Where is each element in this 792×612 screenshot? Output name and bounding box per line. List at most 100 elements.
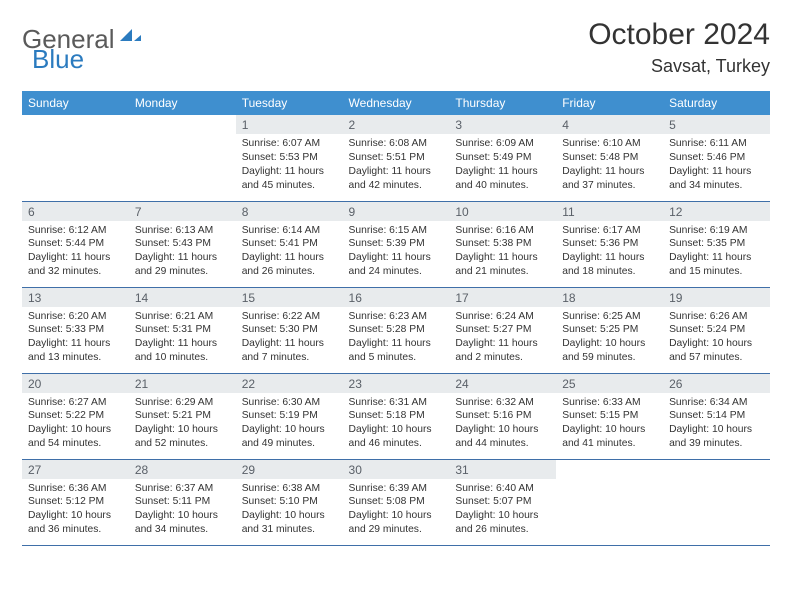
day-number: 25 bbox=[556, 374, 663, 393]
day-number: 30 bbox=[343, 460, 450, 479]
day-body: Sunrise: 6:07 AMSunset: 5:53 PMDaylight:… bbox=[236, 134, 343, 196]
logo-sail-icon bbox=[117, 26, 143, 53]
weekday-header: Thursday bbox=[449, 91, 556, 115]
day-number: 20 bbox=[22, 374, 129, 393]
day-body: Sunrise: 6:14 AMSunset: 5:41 PMDaylight:… bbox=[236, 221, 343, 283]
day-body: Sunrise: 6:32 AMSunset: 5:16 PMDaylight:… bbox=[449, 393, 556, 455]
calendar-day-cell: 3Sunrise: 6:09 AMSunset: 5:49 PMDaylight… bbox=[449, 115, 556, 201]
day-body: Sunrise: 6:30 AMSunset: 5:19 PMDaylight:… bbox=[236, 393, 343, 455]
weekday-header: Friday bbox=[556, 91, 663, 115]
day-body: Sunrise: 6:22 AMSunset: 5:30 PMDaylight:… bbox=[236, 307, 343, 369]
calendar-day-cell: 19Sunrise: 6:26 AMSunset: 5:24 PMDayligh… bbox=[663, 287, 770, 373]
weekday-header: Tuesday bbox=[236, 91, 343, 115]
calendar-day-cell: 27Sunrise: 6:36 AMSunset: 5:12 PMDayligh… bbox=[22, 459, 129, 545]
day-number: 5 bbox=[663, 115, 770, 134]
weekday-header: Saturday bbox=[663, 91, 770, 115]
day-body: Sunrise: 6:26 AMSunset: 5:24 PMDaylight:… bbox=[663, 307, 770, 369]
calendar-row: 6Sunrise: 6:12 AMSunset: 5:44 PMDaylight… bbox=[22, 201, 770, 287]
calendar-day-cell: 11Sunrise: 6:17 AMSunset: 5:36 PMDayligh… bbox=[556, 201, 663, 287]
day-number: 16 bbox=[343, 288, 450, 307]
calendar-row: 13Sunrise: 6:20 AMSunset: 5:33 PMDayligh… bbox=[22, 287, 770, 373]
calendar-day-cell: 8Sunrise: 6:14 AMSunset: 5:41 PMDaylight… bbox=[236, 201, 343, 287]
calendar-day-cell: 1Sunrise: 6:07 AMSunset: 5:53 PMDaylight… bbox=[236, 115, 343, 201]
calendar-day-cell: 16Sunrise: 6:23 AMSunset: 5:28 PMDayligh… bbox=[343, 287, 450, 373]
day-body: Sunrise: 6:20 AMSunset: 5:33 PMDaylight:… bbox=[22, 307, 129, 369]
day-number: 14 bbox=[129, 288, 236, 307]
calendar-empty-cell bbox=[663, 459, 770, 545]
calendar-day-cell: 2Sunrise: 6:08 AMSunset: 5:51 PMDaylight… bbox=[343, 115, 450, 201]
calendar-day-cell: 28Sunrise: 6:37 AMSunset: 5:11 PMDayligh… bbox=[129, 459, 236, 545]
day-number: 15 bbox=[236, 288, 343, 307]
day-number: 10 bbox=[449, 202, 556, 221]
day-body: Sunrise: 6:17 AMSunset: 5:36 PMDaylight:… bbox=[556, 221, 663, 283]
header: General October 2024 Savsat, Turkey bbox=[22, 18, 770, 77]
calendar-day-cell: 30Sunrise: 6:39 AMSunset: 5:08 PMDayligh… bbox=[343, 459, 450, 545]
weekday-header: Sunday bbox=[22, 91, 129, 115]
calendar-day-cell: 21Sunrise: 6:29 AMSunset: 5:21 PMDayligh… bbox=[129, 373, 236, 459]
calendar-day-cell: 14Sunrise: 6:21 AMSunset: 5:31 PMDayligh… bbox=[129, 287, 236, 373]
calendar-day-cell: 6Sunrise: 6:12 AMSunset: 5:44 PMDaylight… bbox=[22, 201, 129, 287]
day-body: Sunrise: 6:12 AMSunset: 5:44 PMDaylight:… bbox=[22, 221, 129, 283]
day-number: 24 bbox=[449, 374, 556, 393]
day-body: Sunrise: 6:13 AMSunset: 5:43 PMDaylight:… bbox=[129, 221, 236, 283]
day-body: Sunrise: 6:24 AMSunset: 5:27 PMDaylight:… bbox=[449, 307, 556, 369]
day-body: Sunrise: 6:15 AMSunset: 5:39 PMDaylight:… bbox=[343, 221, 450, 283]
calendar-day-cell: 24Sunrise: 6:32 AMSunset: 5:16 PMDayligh… bbox=[449, 373, 556, 459]
day-body: Sunrise: 6:34 AMSunset: 5:14 PMDaylight:… bbox=[663, 393, 770, 455]
calendar-row: 27Sunrise: 6:36 AMSunset: 5:12 PMDayligh… bbox=[22, 459, 770, 545]
calendar-day-cell: 17Sunrise: 6:24 AMSunset: 5:27 PMDayligh… bbox=[449, 287, 556, 373]
day-body: Sunrise: 6:08 AMSunset: 5:51 PMDaylight:… bbox=[343, 134, 450, 196]
calendar-day-cell: 20Sunrise: 6:27 AMSunset: 5:22 PMDayligh… bbox=[22, 373, 129, 459]
day-number: 18 bbox=[556, 288, 663, 307]
day-number: 22 bbox=[236, 374, 343, 393]
day-number: 11 bbox=[556, 202, 663, 221]
day-number: 3 bbox=[449, 115, 556, 134]
day-body: Sunrise: 6:40 AMSunset: 5:07 PMDaylight:… bbox=[449, 479, 556, 541]
calendar-day-cell: 29Sunrise: 6:38 AMSunset: 5:10 PMDayligh… bbox=[236, 459, 343, 545]
day-number: 28 bbox=[129, 460, 236, 479]
calendar-empty-cell bbox=[556, 459, 663, 545]
day-body: Sunrise: 6:31 AMSunset: 5:18 PMDaylight:… bbox=[343, 393, 450, 455]
day-number: 21 bbox=[129, 374, 236, 393]
day-body: Sunrise: 6:29 AMSunset: 5:21 PMDaylight:… bbox=[129, 393, 236, 455]
day-body: Sunrise: 6:27 AMSunset: 5:22 PMDaylight:… bbox=[22, 393, 129, 455]
page: General October 2024 Savsat, Turkey Blue… bbox=[0, 0, 792, 546]
calendar-day-cell: 10Sunrise: 6:16 AMSunset: 5:38 PMDayligh… bbox=[449, 201, 556, 287]
day-body: Sunrise: 6:09 AMSunset: 5:49 PMDaylight:… bbox=[449, 134, 556, 196]
calendar-day-cell: 5Sunrise: 6:11 AMSunset: 5:46 PMDaylight… bbox=[663, 115, 770, 201]
day-body: Sunrise: 6:39 AMSunset: 5:08 PMDaylight:… bbox=[343, 479, 450, 541]
calendar-table: SundayMondayTuesdayWednesdayThursdayFrid… bbox=[22, 91, 770, 546]
day-number: 6 bbox=[22, 202, 129, 221]
calendar-day-cell: 18Sunrise: 6:25 AMSunset: 5:25 PMDayligh… bbox=[556, 287, 663, 373]
day-body: Sunrise: 6:16 AMSunset: 5:38 PMDaylight:… bbox=[449, 221, 556, 283]
day-number: 12 bbox=[663, 202, 770, 221]
day-number: 29 bbox=[236, 460, 343, 479]
weekday-header-row: SundayMondayTuesdayWednesdayThursdayFrid… bbox=[22, 91, 770, 115]
day-body: Sunrise: 6:37 AMSunset: 5:11 PMDaylight:… bbox=[129, 479, 236, 541]
title-block: October 2024 Savsat, Turkey bbox=[588, 18, 770, 77]
day-body: Sunrise: 6:25 AMSunset: 5:25 PMDaylight:… bbox=[556, 307, 663, 369]
day-number: 13 bbox=[22, 288, 129, 307]
day-body: Sunrise: 6:33 AMSunset: 5:15 PMDaylight:… bbox=[556, 393, 663, 455]
day-number: 9 bbox=[343, 202, 450, 221]
calendar-body: 1Sunrise: 6:07 AMSunset: 5:53 PMDaylight… bbox=[22, 115, 770, 545]
day-body: Sunrise: 6:38 AMSunset: 5:10 PMDaylight:… bbox=[236, 479, 343, 541]
calendar-day-cell: 7Sunrise: 6:13 AMSunset: 5:43 PMDaylight… bbox=[129, 201, 236, 287]
calendar-day-cell: 12Sunrise: 6:19 AMSunset: 5:35 PMDayligh… bbox=[663, 201, 770, 287]
day-number: 23 bbox=[343, 374, 450, 393]
calendar-day-cell: 25Sunrise: 6:33 AMSunset: 5:15 PMDayligh… bbox=[556, 373, 663, 459]
calendar-row: 20Sunrise: 6:27 AMSunset: 5:22 PMDayligh… bbox=[22, 373, 770, 459]
calendar-empty-cell bbox=[22, 115, 129, 201]
day-number: 4 bbox=[556, 115, 663, 134]
calendar-day-cell: 15Sunrise: 6:22 AMSunset: 5:30 PMDayligh… bbox=[236, 287, 343, 373]
calendar-day-cell: 26Sunrise: 6:34 AMSunset: 5:14 PMDayligh… bbox=[663, 373, 770, 459]
day-body: Sunrise: 6:21 AMSunset: 5:31 PMDaylight:… bbox=[129, 307, 236, 369]
day-number: 31 bbox=[449, 460, 556, 479]
logo-text-blue: Blue bbox=[32, 44, 84, 75]
day-number: 26 bbox=[663, 374, 770, 393]
calendar-day-cell: 9Sunrise: 6:15 AMSunset: 5:39 PMDaylight… bbox=[343, 201, 450, 287]
day-body: Sunrise: 6:23 AMSunset: 5:28 PMDaylight:… bbox=[343, 307, 450, 369]
day-body: Sunrise: 6:11 AMSunset: 5:46 PMDaylight:… bbox=[663, 134, 770, 196]
location: Savsat, Turkey bbox=[588, 56, 770, 77]
day-number: 27 bbox=[22, 460, 129, 479]
